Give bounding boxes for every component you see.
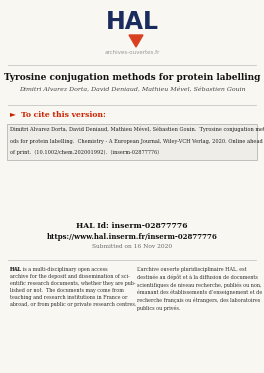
Text: Dimitri Alvarez Dorta, David Deniaud, Mathieu Mével, Sébastien Gouin.  Tyrosine : Dimitri Alvarez Dorta, David Deniaud, Ma… [10, 127, 264, 132]
Text: ods for protein labelling.  Chemistry - A European Journal, Wiley-VCH Verlag, 20: ods for protein labelling. Chemistry - A… [10, 138, 263, 144]
Text: HAL: HAL [106, 10, 158, 34]
Text: L’archive ouverte pluridisciplinaire HAL, est
destinée au dépôt et à la diffusio: L’archive ouverte pluridisciplinaire HAL… [137, 267, 262, 311]
Text: Tyrosine conjugation methods for protein labelling: Tyrosine conjugation methods for protein… [4, 73, 260, 82]
Text: of print.  ⟨10.1002/chem.202001992⟩.  ⟨inserm-02877776⟩: of print. ⟨10.1002/chem.202001992⟩. ⟨ins… [10, 150, 159, 155]
Text: HAL: HAL [10, 267, 22, 272]
Text: HAL Id: inserm-02877776: HAL Id: inserm-02877776 [76, 222, 188, 230]
Text: archives-ouvertes.fr: archives-ouvertes.fr [104, 50, 160, 55]
Text: ►  To cite this version:: ► To cite this version: [10, 111, 106, 119]
Text: HAL is a multi-disciplinary open access
archive for the deposit and disseminatio: HAL is a multi-disciplinary open access … [10, 267, 136, 307]
Text: https://www.hal.inserm.fr/inserm-02877776: https://www.hal.inserm.fr/inserm-0287777… [46, 233, 218, 241]
Text: Dimitri Alvarez Dorta, David Deniaud, Mathieu Mével, Sébastien Gouin: Dimitri Alvarez Dorta, David Deniaud, Ma… [19, 87, 245, 92]
FancyBboxPatch shape [7, 124, 257, 160]
Text: Submitted on 16 Nov 2020: Submitted on 16 Nov 2020 [92, 244, 172, 249]
Polygon shape [129, 35, 143, 47]
